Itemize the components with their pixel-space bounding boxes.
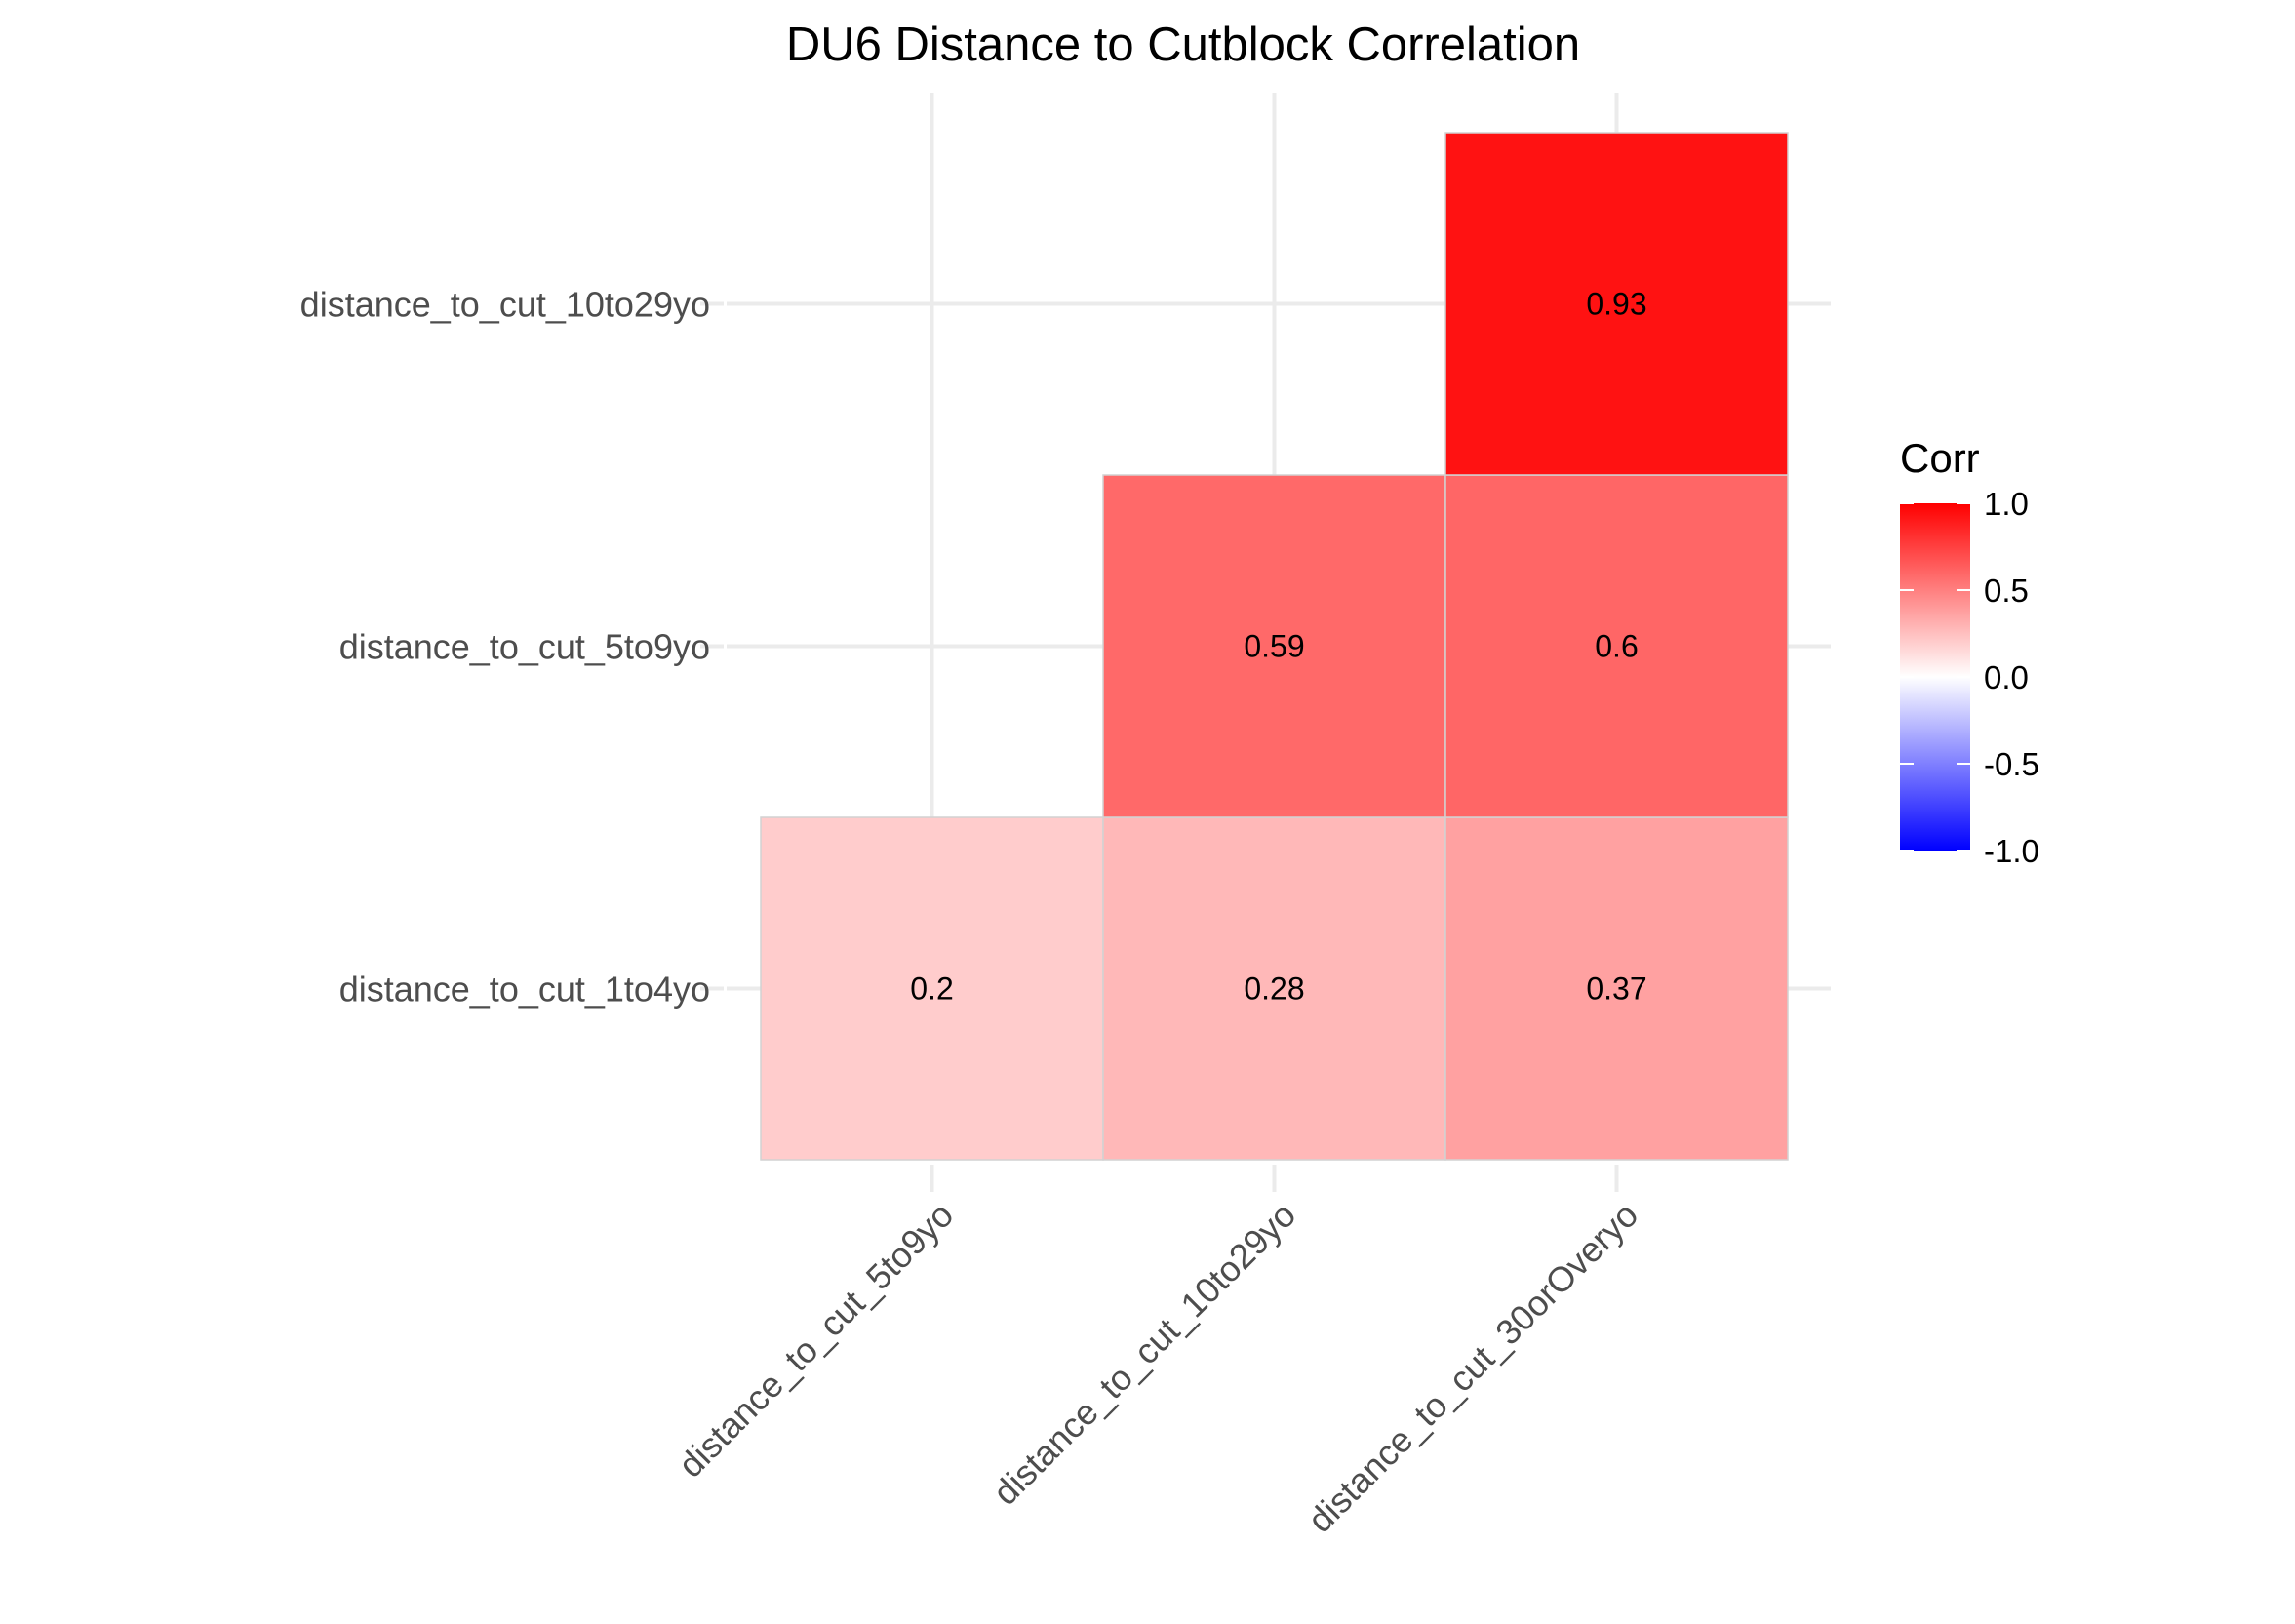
y-axis-tick-label: distance_to_cut_1to4yo (339, 970, 710, 1010)
x-axis-tick-label: distance_to_cut_10to29yo (985, 1195, 1303, 1513)
heatmap-cell (1102, 816, 1446, 1161)
legend-tick-label: 0.5 (1984, 573, 2029, 609)
x-axis-tick-label: distance_to_cut_30orOveryo (1300, 1195, 1645, 1540)
heatmap-cell (1444, 474, 1789, 818)
chart-title: DU6 Distance to Cutblock Correlation (786, 19, 1580, 71)
legend-tick-label: -1.0 (1984, 833, 2039, 869)
color-legend: Corr 1.0 0.5 0.0 -0.5 -1.0 (1900, 435, 2039, 869)
cell-value-label: 0.37 (1586, 971, 1646, 1007)
heatmap-cell (760, 816, 1104, 1161)
axis-ticks (700, 301, 1619, 1192)
legend-ticks: 1.0 0.5 0.0 -0.5 -1.0 (1900, 486, 2039, 869)
heatmap-cell (1102, 474, 1446, 818)
legend-title: Corr (1900, 435, 1980, 481)
y-axis-tick-label: distance_to_cut_5to9yo (339, 627, 710, 667)
y-axis-tick-label: distance_to_cut_10to29yo (300, 285, 710, 325)
y-axis-tick-labels: distance_to_cut_1to4yo distance_to_cut_5t… (300, 285, 710, 1010)
cell-value-label: 0.28 (1244, 971, 1304, 1007)
heatmap-cells (760, 132, 1789, 1161)
cell-value-label: 0.93 (1586, 287, 1646, 322)
x-axis-tick-labels: distance_to_cut_5to9yo distance_to_cut_10… (670, 1195, 1645, 1540)
legend-tick-label: -0.5 (1984, 746, 2039, 782)
cell-value-label: 0.6 (1595, 629, 1638, 664)
x-axis-tick-label: distance_to_cut_5to9yo (670, 1195, 961, 1485)
cell-value-labels: 0.2 0.28 0.37 0.59 0.6 0.93 (910, 287, 1646, 1007)
legend-tick-label: 1.0 (1984, 486, 2029, 522)
cell-value-label: 0.59 (1244, 629, 1304, 664)
heatmap-cell (1444, 132, 1789, 476)
legend-tick-label: 0.0 (1984, 659, 2029, 695)
cell-value-label: 0.2 (910, 971, 953, 1007)
